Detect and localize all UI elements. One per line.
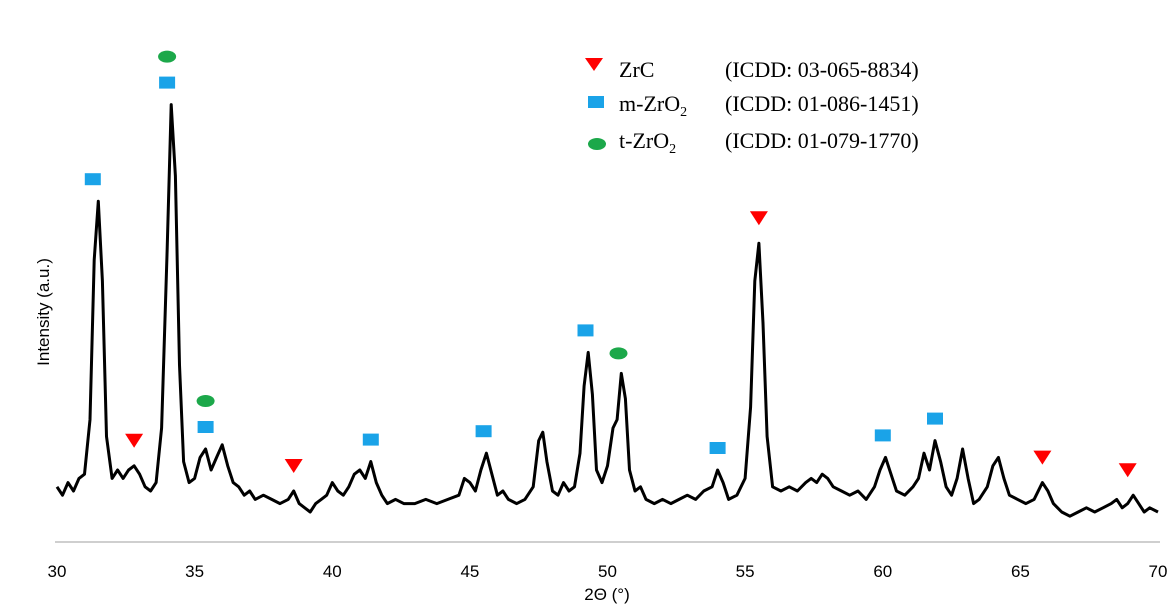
xrd-pattern-line — [55, 103, 1159, 518]
x-tick-label-40: 40 — [323, 562, 342, 581]
t-zro2-marker — [196, 395, 215, 407]
x-tick-label-60: 60 — [873, 562, 892, 581]
m-zro2-marker — [927, 412, 943, 425]
zrc-marker — [125, 433, 144, 448]
legend-entry-m-zro2: m-ZrO2 (ICDD: 01-086-1451) — [588, 91, 919, 120]
legend-entry-zrc: ZrC (ICDD: 03-065-8834) — [585, 57, 919, 82]
legend: ZrC (ICDD: 03-065-8834) m-ZrO2 (ICDD: 01… — [585, 57, 919, 157]
m-zro2-marker — [197, 421, 214, 433]
x-tick-label-65: 65 — [1011, 562, 1030, 581]
legend-t-zro2-marker — [588, 138, 606, 150]
zrc-marker — [1118, 463, 1137, 478]
x-tick-label-50: 50 — [598, 562, 617, 581]
x-tick-label-45: 45 — [460, 562, 479, 581]
m-zro2-marker — [362, 433, 379, 446]
t-zro2-marker — [609, 347, 628, 360]
m-zro2-marker — [709, 442, 726, 454]
zrc-marker — [284, 459, 303, 473]
x-tick-label-35: 35 — [185, 562, 204, 581]
m-zro2-marker — [159, 76, 176, 89]
legend-t-zro2-name: t-ZrO2 — [619, 128, 676, 157]
zrc-marker — [749, 211, 768, 226]
t-zro2-marker — [158, 50, 177, 63]
x-axis-title: 2Θ (°) — [584, 585, 630, 604]
legend-zrc-marker — [585, 58, 603, 71]
m-zro2-marker — [84, 173, 101, 186]
m-zro2-marker — [577, 324, 594, 337]
legend-zrc-name: ZrC — [619, 57, 654, 82]
legend-m-zro2-marker — [588, 96, 604, 108]
legend-entry-t-zro2: t-ZrO2 (ICDD: 01-079-1770) — [588, 128, 919, 157]
legend-m-zro2-ref: (ICDD: 01-086-1451) — [725, 91, 919, 116]
x-tick-label-30: 30 — [48, 562, 67, 581]
m-zro2-marker — [874, 429, 891, 442]
zrc-marker — [1033, 450, 1052, 465]
x-tick-label-70: 70 — [1149, 562, 1168, 581]
legend-zrc-ref: (ICDD: 03-065-8834) — [725, 57, 919, 82]
x-tick-label-55: 55 — [736, 562, 755, 581]
x-tick-labels: 30 35 40 45 50 55 60 65 70 — [48, 562, 1168, 581]
phase-markers — [84, 50, 1137, 478]
m-zro2-marker — [475, 425, 492, 438]
y-axis-title: Intensity (a.u.) — [34, 258, 53, 366]
legend-m-zro2-name: m-ZrO2 — [619, 91, 687, 120]
legend-t-zro2-ref: (ICDD: 01-079-1770) — [725, 128, 919, 153]
